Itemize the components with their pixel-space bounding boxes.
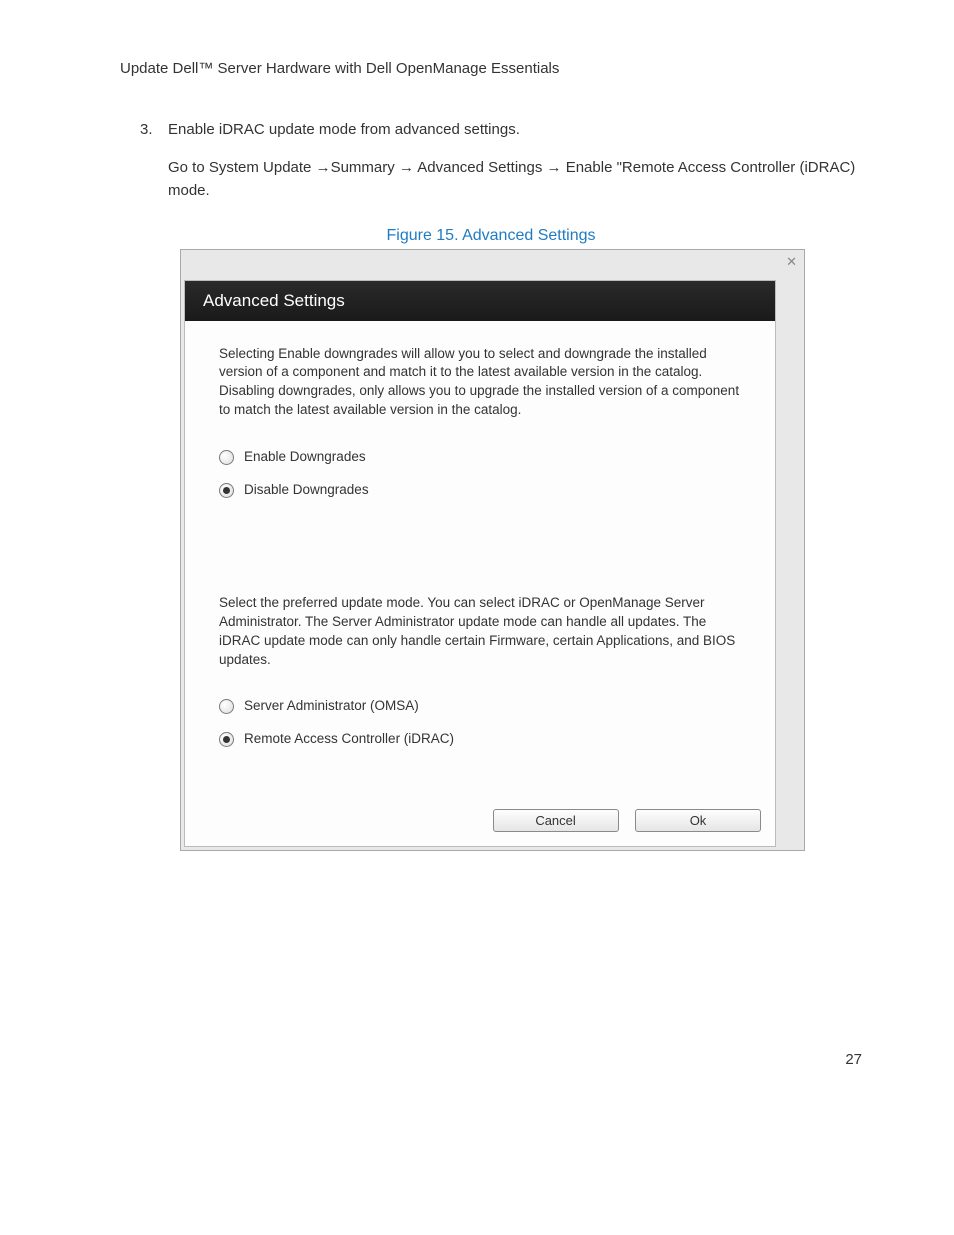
radio-disable-downgrades[interactable]: Disable Downgrades — [219, 481, 747, 500]
ok-button[interactable]: Ok — [635, 809, 761, 832]
close-icon[interactable]: ✕ — [786, 254, 796, 270]
radio-label: Enable Downgrades — [244, 448, 366, 467]
window-frame: ✕ Advanced Settings Selecting Enable dow… — [180, 249, 805, 852]
arrow-icon: → — [547, 159, 562, 176]
arrow-icon: → — [399, 159, 414, 176]
step-detail-path-1: Summary — [331, 159, 395, 176]
advanced-settings-dialog: Advanced Settings Selecting Enable downg… — [184, 280, 776, 848]
radio-icon — [219, 483, 234, 498]
document-header: Update Dell™ Server Hardware with Dell O… — [120, 60, 862, 77]
downgrades-description: Selecting Enable downgrades will allow y… — [219, 345, 747, 421]
document-page: Update Dell™ Server Hardware with Dell O… — [0, 0, 954, 1108]
radio-label: Remote Access Controller (iDRAC) — [244, 730, 454, 749]
radio-label: Disable Downgrades — [244, 481, 369, 500]
radio-icon — [219, 450, 234, 465]
radio-icon — [219, 699, 234, 714]
step-row: 3. Enable iDRAC update mode from advance… — [140, 121, 862, 138]
radio-label: Server Administrator (OMSA) — [244, 697, 419, 716]
section-gap — [219, 514, 747, 594]
figure-caption: Figure 15. Advanced Settings — [120, 227, 862, 245]
step-detail-prefix: Go to System Update — [168, 159, 316, 176]
cancel-button[interactable]: Cancel — [493, 809, 619, 832]
arrow-icon: → — [316, 159, 331, 176]
dialog-body: Selecting Enable downgrades will allow y… — [185, 321, 775, 800]
radio-icon — [219, 732, 234, 747]
radio-idrac[interactable]: Remote Access Controller (iDRAC) — [219, 730, 747, 749]
page-number: 27 — [120, 1051, 862, 1068]
update-mode-description: Select the preferred update mode. You ca… — [219, 594, 747, 670]
radio-enable-downgrades[interactable]: Enable Downgrades — [219, 448, 747, 467]
radio-omsa[interactable]: Server Administrator (OMSA) — [219, 697, 747, 716]
step-detail-path-2: Advanced Settings — [414, 159, 547, 176]
spacer — [219, 763, 747, 793]
step-detail: Go to System Update →Summary → Advanced … — [168, 156, 862, 203]
dialog-title: Advanced Settings — [185, 281, 775, 321]
button-bar: Cancel Ok — [185, 799, 775, 846]
step-number: 3. — [140, 121, 168, 138]
step-title: Enable iDRAC update mode from advanced s… — [168, 121, 520, 138]
